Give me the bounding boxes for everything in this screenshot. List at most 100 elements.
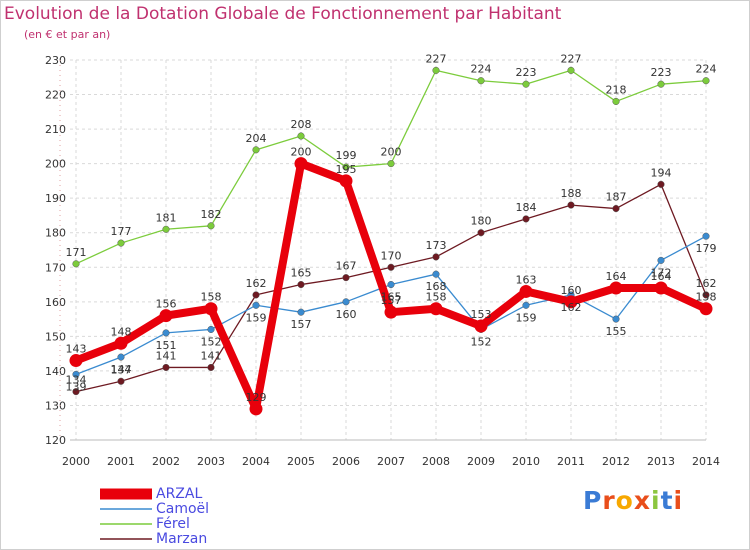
data-point: [117, 377, 125, 385]
data-label: 157: [381, 294, 402, 307]
proxiti-logo: Proxiti: [583, 486, 683, 515]
data-label: 143: [66, 343, 87, 356]
data-label: 159: [246, 311, 267, 324]
data-point: [387, 263, 395, 271]
data-point: [432, 253, 440, 261]
x-tick-label: 2006: [332, 455, 360, 468]
logo-letter: x: [633, 486, 651, 515]
y-tick-label: 210: [45, 123, 66, 136]
plot-area: [76, 60, 706, 440]
data-label: 158: [696, 291, 717, 304]
legend-item-ferel: Férel: [100, 517, 190, 531]
data-point: [657, 180, 665, 188]
data-point: [294, 157, 308, 171]
data-label: 168: [426, 280, 447, 293]
data-point: [429, 302, 443, 316]
data-point: [72, 388, 80, 396]
data-label: 188: [561, 187, 582, 200]
data-point: [387, 160, 395, 168]
legend-label-arzal: ARZAL: [156, 486, 203, 502]
data-label: 223: [651, 66, 672, 79]
data-point: [114, 336, 128, 350]
x-tick-label: 2005: [287, 455, 315, 468]
data-point: [612, 204, 620, 213]
data-point: [297, 308, 305, 316]
x-tick-label: 2009: [467, 455, 495, 468]
legend-item-arzal: ARZAL: [100, 487, 202, 501]
legend-swatch-camoel: [100, 508, 152, 510]
data-label: 173: [426, 239, 447, 252]
legend-label-ferel: Férel: [156, 516, 190, 532]
data-label: 139: [66, 380, 87, 393]
data-label: 165: [291, 267, 312, 280]
logo-letter: o: [615, 486, 634, 515]
logo-letter: t: [660, 486, 674, 515]
data-point: [207, 363, 215, 372]
axes: 120 130 140 150 160 170 180 190 200 210 220 230 2000…: [45, 54, 720, 468]
data-label: 141: [156, 349, 177, 362]
data-label: 162: [696, 277, 717, 290]
data-point: [72, 260, 80, 268]
data-label: 182: [201, 208, 222, 221]
data-point: [342, 274, 350, 282]
data-label: 199: [336, 149, 357, 162]
data-point: [252, 146, 260, 154]
data-label: 148: [111, 325, 132, 338]
data-label: 187: [606, 191, 627, 204]
data-point: [609, 281, 623, 295]
data-label: 155: [606, 325, 627, 338]
data-label: 177: [111, 225, 132, 238]
data-point: [342, 298, 350, 306]
x-tick-label: 2010: [512, 455, 540, 468]
x-tick-label: 2001: [107, 455, 135, 468]
data-label: 179: [696, 242, 717, 255]
chart-subtitle: (en € et par an): [24, 28, 111, 41]
y-tick-label: 200: [45, 158, 66, 171]
legend-swatch-arzal: [100, 488, 152, 500]
data-label: 165: [381, 291, 402, 304]
data-label: 200: [291, 146, 312, 159]
data-label: 227: [426, 52, 447, 65]
y-tick-label: 170: [45, 261, 66, 274]
data-label: 141: [201, 349, 222, 362]
legend-swatch-marzan: [100, 538, 152, 540]
y-tick-label: 160: [45, 296, 66, 309]
y-tick-label: 220: [45, 89, 66, 102]
data-label: 137: [111, 363, 132, 376]
y-tick-label: 190: [45, 192, 66, 205]
data-label: 200: [381, 146, 402, 159]
data-label: 153: [471, 308, 492, 321]
x-tick-label: 2008: [422, 455, 450, 468]
data-label: 129: [246, 391, 267, 404]
data-label: 164: [651, 270, 672, 283]
data-label: 162: [561, 301, 582, 314]
data-point: [207, 222, 215, 230]
data-point: [252, 301, 260, 309]
legend-item-marzan: Marzan: [100, 532, 207, 546]
data-point: [522, 301, 530, 309]
chart-title: Evolution de la Dotation Globale de Fonc…: [4, 4, 562, 24]
data-label: 227: [561, 52, 582, 65]
data-label: 167: [336, 260, 357, 273]
logo-letter: i: [673, 486, 684, 515]
data-label: 152: [471, 335, 492, 348]
data-label: 224: [471, 63, 492, 76]
y-tick-label: 180: [45, 227, 66, 240]
data-point: [564, 295, 578, 309]
data-point: [297, 280, 305, 289]
data-point: [117, 239, 125, 247]
data-point: [477, 77, 485, 85]
data-point: [162, 225, 170, 233]
data-point: [117, 353, 125, 361]
data-point: [702, 232, 710, 240]
x-tick-label: 2012: [602, 455, 630, 468]
data-label: 144: [111, 363, 132, 376]
data-label: 223: [516, 66, 537, 79]
data-label: 158: [426, 291, 447, 304]
data-label: 152: [201, 335, 222, 348]
data-point: [522, 80, 530, 88]
data-label: 156: [156, 298, 177, 311]
data-point: [432, 66, 440, 74]
